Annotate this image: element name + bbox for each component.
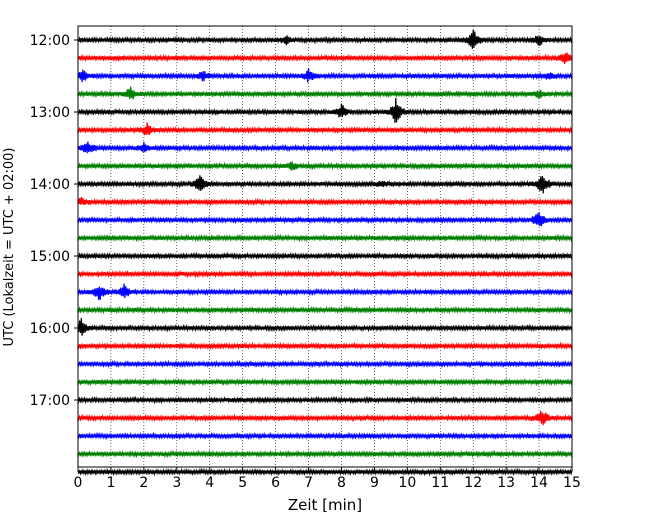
x-tick-label: 11 bbox=[431, 475, 449, 491]
x-tick-label: 15 bbox=[563, 475, 581, 491]
x-tick-label: 7 bbox=[304, 475, 313, 491]
trace-line bbox=[77, 29, 573, 49]
y-tick-label: 14:00 bbox=[30, 177, 70, 193]
trace-line bbox=[77, 122, 573, 136]
trace-line bbox=[77, 233, 573, 243]
x-tick-label: 3 bbox=[172, 475, 181, 491]
x-tick-label: 4 bbox=[205, 475, 214, 491]
x-axis-label: Zeit [min] bbox=[288, 496, 362, 514]
x-tick-label: 8 bbox=[337, 475, 346, 491]
x-tick-label: 2 bbox=[139, 475, 148, 491]
seismic-traces bbox=[77, 29, 573, 477]
y-axis-label: UTC (Lokalzeit = UTC + 02:00) bbox=[2, 148, 17, 347]
x-tick-label: 14 bbox=[530, 475, 548, 491]
y-tick-label: 12:00 bbox=[30, 33, 70, 49]
y-tick-label: 15:00 bbox=[30, 249, 70, 265]
x-tick-label: 13 bbox=[497, 475, 515, 491]
x-tick-label: 9 bbox=[370, 475, 379, 491]
plot-frame bbox=[77, 25, 573, 468]
y-tick-label: 13:00 bbox=[30, 105, 70, 121]
x-tick-label: 10 bbox=[398, 475, 416, 491]
x-tick-label: 5 bbox=[238, 475, 247, 491]
x-tick-label: 12 bbox=[464, 475, 482, 491]
y-axis-ticks: 12:00 13:00 14:00 15:00 16:00 17:00 bbox=[30, 33, 78, 409]
y-tick-label: 16:00 bbox=[30, 321, 70, 337]
x-tick-label: 6 bbox=[271, 475, 280, 491]
x-tick-label: 0 bbox=[74, 475, 83, 491]
y-tick-label: 17:00 bbox=[30, 393, 70, 409]
x-tick-label: 1 bbox=[106, 475, 115, 491]
x-axis-ticks: 0 1 2 3 4 5 6 7 8 9 10 11 12 13 14 15 bbox=[74, 467, 581, 491]
